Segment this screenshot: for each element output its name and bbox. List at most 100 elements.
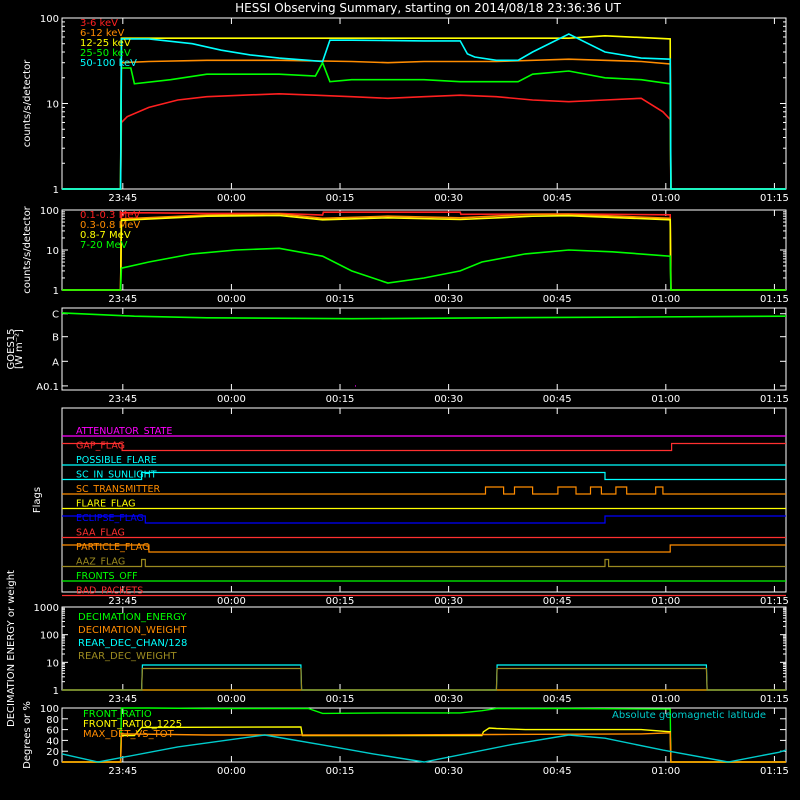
x-tick-label: 01:15 — [760, 193, 789, 204]
legend-entry: MAX_DET_VS_TOT — [83, 729, 175, 740]
flags-ylabel: Flags — [32, 487, 43, 513]
x-tick-label: 00:45 — [543, 766, 572, 777]
goes-ylabel: GOES15 — [6, 328, 17, 369]
y-tick-label: 100 — [40, 206, 59, 217]
x-tick-label: 01:00 — [651, 694, 680, 705]
y-tick-label: 100 — [40, 631, 59, 642]
flag-line — [62, 442, 786, 452]
x-tick-label: 01:00 — [651, 766, 680, 777]
series-line-12-25-kev — [62, 34, 786, 190]
x-tick-label: 00:45 — [543, 294, 572, 305]
flag-label: FRONTS_OFF — [76, 571, 138, 582]
flag-line — [62, 558, 786, 568]
flag-label: POSSIBLE_FLARE — [76, 455, 157, 466]
series-line-front-ratio-1225 — [62, 726, 786, 763]
x-tick-label: 00:15 — [326, 294, 355, 305]
series-line-25-50-kev — [62, 60, 786, 190]
y-tick-label: 0 — [53, 758, 59, 769]
decimation-panel: 23:45 00:00 00:15 00:30 00:45 01:00 01:15 1 10 10… — [6, 570, 789, 727]
panels: 23:45 00:00 00:15 00:30 00:45 01:00 01:1511010… — [6, 14, 789, 777]
x-tick-label: 23:45 — [108, 596, 137, 607]
lightcurve_low-frame — [61, 17, 787, 190]
series-line-0-3-0-8-mev — [62, 213, 786, 291]
series-line-7-20-mev — [62, 247, 786, 291]
x-tick-label: 23:45 — [108, 766, 137, 777]
y-tick-label: C — [52, 310, 59, 321]
x-tick-label: 01:15 — [760, 694, 789, 705]
series-line-0-1-0-3-mev — [62, 211, 786, 291]
y-tick-label: 10 — [46, 100, 59, 111]
x-tick-label: 00:30 — [434, 193, 463, 204]
y-tick-label: 20 — [46, 747, 59, 758]
x-tick-label: 00:45 — [543, 394, 572, 405]
flag-label: BAD_PACKETS — [76, 586, 143, 597]
x-tick-label: 00:15 — [326, 193, 355, 204]
x-tick-label: 00:30 — [434, 394, 463, 405]
flag-line — [62, 486, 786, 495]
legend-entry: 0.8-7 MeV — [80, 230, 131, 241]
x-tick-label: 01:00 — [651, 596, 680, 607]
ratios-ylabel: Degrees or % — [22, 701, 33, 769]
y-tick-label: 100 — [40, 704, 59, 715]
series-line-50-100-kev — [62, 33, 786, 190]
flag-label: PARTICLE_FLAG — [76, 542, 149, 553]
x-tick-label: 00:15 — [326, 394, 355, 405]
flag-label: ATTENUATOR_STATE — [76, 426, 172, 437]
x-tick-label: 00:00 — [217, 193, 246, 204]
x-tick-label: 00:30 — [434, 766, 463, 777]
y-tick-label: 60 — [46, 726, 59, 737]
geomag-annotation: Absolute geomagnetic latitude — [612, 710, 766, 721]
x-tick-label: 23:45 — [108, 394, 137, 405]
flag-line — [62, 471, 786, 481]
legend-entry: FRONT_RATIO_1225 — [83, 719, 182, 730]
lightcurve_low-ylabel: counts/s/detector — [22, 59, 33, 147]
y-tick-label: B — [52, 333, 59, 344]
x-tick-label: 01:00 — [651, 193, 680, 204]
y-tick-label: 1 — [53, 185, 59, 196]
x-tick-label: 01:15 — [760, 394, 789, 405]
x-tick-label: 00:45 — [543, 193, 572, 204]
x-tick-label: 01:15 — [760, 766, 789, 777]
x-tick-label: 01:15 — [760, 294, 789, 305]
goes-yunit: [W m⁻²] — [14, 329, 25, 369]
x-tick-label: 00:15 — [326, 596, 355, 607]
series-line-goes15-1-8- — [61, 312, 787, 320]
y-tick-label: 1 — [53, 286, 59, 297]
lightcurve_high-ylabel: counts/s/detector — [22, 205, 33, 293]
x-tick-label: 23:45 — [108, 694, 137, 705]
flag-label: AAZ_FLAG — [76, 557, 125, 568]
legend-entry: 12-25 keV — [80, 38, 131, 49]
goes-panel: 23:45 00:00 00:15 00:30 00:45 01:00 01:15 A0.1 A… — [6, 307, 789, 405]
goes-frame — [61, 307, 787, 391]
legend-entry: 3-6 keV — [80, 18, 118, 29]
x-tick-label: 00:45 — [543, 694, 572, 705]
flags-frame — [61, 407, 787, 593]
legend-entry: REAR_DEC_CHAN/128 — [78, 638, 187, 649]
series-line-absolute-geomagnetic-latitude — [61, 734, 787, 763]
legend-entry: DECIMATION_WEIGHT — [78, 625, 187, 636]
series-line-6-12-kev — [62, 58, 786, 190]
y-tick-label: 40 — [46, 736, 59, 747]
y-tick-label: 10 — [46, 246, 59, 257]
legend-entry: 6-12 keV — [80, 28, 124, 39]
legend-entry: 50-100 keV — [80, 58, 137, 69]
legend-entry: 7-20 MeV — [80, 240, 128, 251]
decimation-ylabel: DECIMATION ENERGY or weight — [6, 570, 17, 727]
x-tick-label: 23:45 — [108, 193, 137, 204]
x-tick-label: 00:00 — [217, 596, 246, 607]
x-tick-label: 00:30 — [434, 694, 463, 705]
lightcurve_high-panel: 23:45 00:00 00:15 00:30 00:45 01:00 01:15 1 10 10… — [22, 205, 789, 305]
y-tick-label: 80 — [46, 715, 59, 726]
x-tick-label: 00:00 — [217, 294, 246, 305]
flag-line — [62, 544, 786, 553]
y-tick-label: 10 — [46, 658, 59, 669]
x-tick-label: 23:45 — [108, 294, 137, 305]
flag-line — [62, 515, 786, 524]
series-line-0-8-7-mev — [62, 214, 786, 291]
y-tick-label: 100 — [40, 14, 59, 25]
figure-title: HESSI Observing Summary, starting on 201… — [235, 1, 621, 15]
x-tick-label: 00:30 — [434, 294, 463, 305]
flag-label: SAA_FLAG — [76, 528, 125, 539]
x-tick-label: 00:30 — [434, 596, 463, 607]
